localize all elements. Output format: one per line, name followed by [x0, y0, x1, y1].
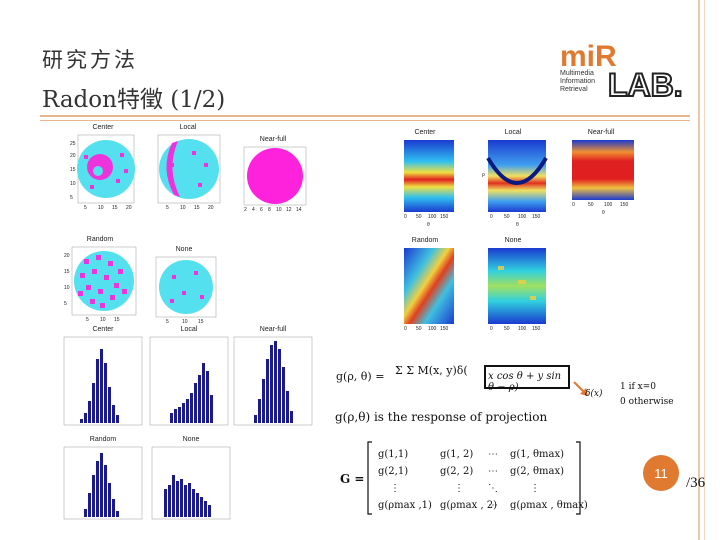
- page-number-badge: 11: [643, 455, 679, 491]
- mir-lab-logo: miR LAB.: [560, 40, 684, 102]
- wafer-map-near-full: Near-full 2 4 6 8 10 12 14: [238, 136, 308, 215]
- wafer-map-center-plot: [77, 134, 135, 204]
- histogram-near-full: Near-full: [232, 326, 314, 431]
- radon-map-near-full-plot: [572, 140, 634, 200]
- delta-case-zero: 0 otherwise: [620, 397, 674, 407]
- wafer-map-random-plot: [71, 246, 137, 316]
- slide-frame-line-inner: [704, 0, 705, 540]
- radon-map-center-plot: [404, 140, 454, 212]
- histogram-random-plot: [63, 446, 143, 520]
- radon-map-center: Center 0 50 100 150 θ: [394, 129, 456, 228]
- histogram-none: None: [150, 436, 232, 525]
- svg-text:LAB.: LAB.: [608, 67, 683, 102]
- projection-caption: g(ρ,θ) is the response of projection: [335, 410, 548, 424]
- histogram-center: Center: [62, 326, 144, 431]
- radon-map-local: Local ρ 0 50 100 150 θ: [478, 129, 548, 228]
- svg-text:miR: miR: [560, 40, 617, 73]
- radon-map-local-plot: [486, 140, 548, 212]
- title-divider: [40, 115, 690, 117]
- slide-title-line2: Radon特徵 (1/2): [42, 87, 226, 113]
- histogram-local-plot: [149, 336, 229, 426]
- wafer-map-near-full-plot: [243, 146, 307, 206]
- histogram-none-plot: [151, 446, 231, 520]
- logo-subtitle: Multimedia Information Retrieval: [560, 70, 596, 93]
- pointer-arrow-icon: [573, 381, 588, 396]
- wafer-map-random: Random 20 15 10 5 5 10 15: [60, 236, 140, 325]
- matrix-brackets: [367, 441, 581, 515]
- slide-frame-line: [698, 0, 700, 540]
- histogram-center-plot: [63, 336, 143, 426]
- histogram-near-full-plot: [233, 336, 313, 426]
- radon-map-near-full: Near-full 0 50 100 150 θ: [566, 129, 636, 228]
- delta-function-lhs: δ(x): [585, 389, 603, 399]
- wafer-map-center: Center 25 20 15 10 5 5 10 15 20: [70, 124, 136, 213]
- matrix-col-1: g(1,1) g(2,1) ⋮ g(ρmax ,1): [378, 449, 432, 511]
- radon-map-none: None 0 50 100 150: [478, 237, 548, 338]
- delta-case-one: 1 if x=0: [620, 382, 656, 392]
- radon-formula-lhs: g(ρ, θ) =: [336, 370, 385, 383]
- histogram-local: Local: [148, 326, 230, 431]
- matrix-col-2: g(1, 2) g(2, 2) ⋮ g(ρmax , 2): [440, 449, 498, 511]
- radon-map-random-plot: [404, 248, 454, 324]
- radon-formula-sum: Σ Σ M(x, y)δ(: [395, 364, 468, 377]
- histogram-random: Random: [62, 436, 144, 525]
- page-total: /36: [686, 475, 706, 491]
- title-divider-thin: [40, 120, 690, 121]
- radon-map-random: Random 0 50 100 150: [394, 237, 456, 338]
- wafer-map-local: Local 5 10 15 20: [152, 124, 224, 213]
- wafer-map-none-plot: [155, 256, 217, 318]
- matrix-lhs: G =: [340, 472, 365, 486]
- radon-formula-box: x cos θ + y sin θ − ρ): [484, 365, 570, 393]
- matrix-col-4: g(1, θmax) g(2, θmax) ⋮ g(ρmax , θmax): [510, 449, 588, 511]
- slide-title-line1: 研究方法: [42, 48, 138, 72]
- wafer-map-local-plot: [157, 134, 221, 204]
- wafer-map-none: None 5 10 15: [148, 246, 220, 327]
- matrix-col-3: ⋯ ⋯ ⋱ ⋯: [488, 449, 498, 511]
- radon-map-none-plot: [488, 248, 546, 324]
